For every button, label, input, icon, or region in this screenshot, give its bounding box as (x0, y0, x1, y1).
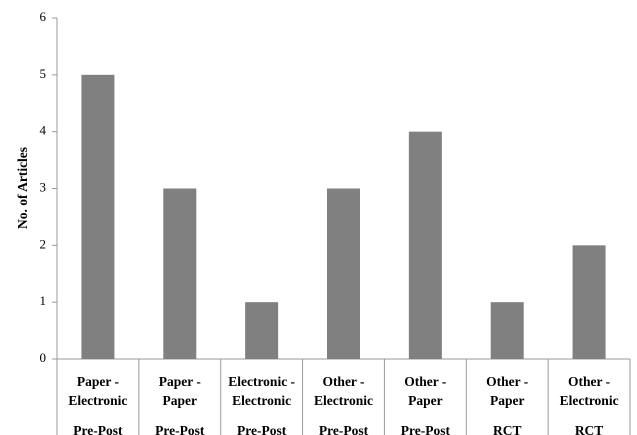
bar (81, 74, 115, 359)
x-group-label: Pre-Post (401, 423, 451, 435)
x-group-label: Pre-Post (319, 423, 369, 435)
x-category-label-line1: Paper - (77, 374, 119, 389)
bar (245, 302, 279, 359)
x-category-label-line1: Other - (322, 374, 364, 389)
y-tick-label: 4 (40, 123, 47, 138)
x-category-label-line2: Electronic (314, 393, 373, 408)
x-group-label: RCT (493, 423, 522, 435)
x-category-label-line2: Paper (408, 393, 443, 408)
x-category-label-line2: Electronic (68, 393, 127, 408)
x-group-label: RCT (575, 423, 604, 435)
x-group-label: Pre-Post (237, 423, 287, 435)
x-category-label-line1: Electronic - (228, 374, 295, 389)
y-tick-label: 0 (40, 350, 47, 365)
x-group-label: Pre-Post (155, 423, 205, 435)
bar (408, 131, 442, 359)
bar (163, 188, 197, 359)
y-tick-label: 3 (40, 179, 47, 194)
bar (327, 188, 360, 359)
y-tick-label: 6 (40, 9, 47, 24)
bar (572, 245, 606, 359)
x-category-label-line1: Other - (486, 374, 528, 389)
x-group-label: Pre-Post (73, 423, 123, 435)
y-tick-label: 5 (40, 66, 47, 81)
x-category-label-line2: Electronic (232, 393, 291, 408)
y-tick-label: 2 (40, 236, 47, 251)
x-category-label-line1: Paper - (159, 374, 201, 389)
x-category-label-line1: Other - (404, 374, 446, 389)
bar (490, 302, 524, 359)
y-axis-title: No. of Articles (15, 147, 30, 229)
x-category-label-line2: Paper (490, 393, 525, 408)
x-category-label-line2: Electronic (560, 393, 619, 408)
y-tick-label: 1 (40, 293, 47, 308)
x-category-label-line2: Paper (163, 393, 198, 408)
x-category-label-line1: Other - (568, 374, 610, 389)
plot-area: 0 1 2 3 4 5 6 Paper - Electronic Pre-Post Paper - P… (40, 9, 631, 435)
